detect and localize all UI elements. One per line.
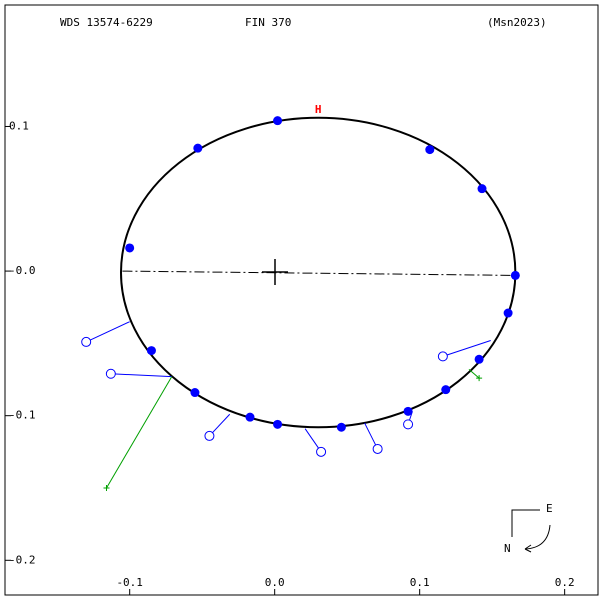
- y-tick-label: -0.1: [9, 409, 36, 422]
- observation: [372, 443, 383, 454]
- predicted-position: [273, 419, 283, 429]
- predicted-position: [245, 412, 255, 422]
- x-tick-label: 0.2: [555, 576, 575, 589]
- residual-line: [442, 340, 491, 357]
- chart-title: WDS 13574-6229: [60, 16, 153, 29]
- predicted-position: [146, 346, 156, 356]
- residual-line: [85, 321, 130, 343]
- observation: [105, 368, 116, 379]
- periastron-label: H: [315, 103, 322, 116]
- residual-line: [468, 369, 480, 379]
- orbit-ellipse: [119, 116, 517, 429]
- observation-alt: [476, 375, 483, 382]
- x-tick-label: 0.1: [410, 576, 430, 589]
- y-tick-label: -0.0: [9, 264, 36, 277]
- observation-alt: [103, 484, 110, 491]
- compass-north: N: [504, 542, 511, 555]
- compass-east: E: [546, 502, 553, 515]
- predicted-position: [273, 116, 283, 126]
- observation: [403, 419, 414, 430]
- compass-axes: [511, 509, 540, 537]
- observation: [437, 351, 448, 362]
- reference: (Msn2023): [487, 16, 547, 29]
- observation: [204, 430, 215, 441]
- compass-arrowhead: [524, 544, 532, 553]
- compass: E N: [504, 502, 553, 555]
- plot-frame: [4, 4, 599, 596]
- compass-arrow: [524, 524, 551, 550]
- predicted-position: [477, 184, 487, 194]
- predicted-position: [403, 406, 413, 416]
- observation: [316, 446, 327, 457]
- predicted-position: [193, 143, 203, 153]
- predicted-position: [510, 270, 520, 280]
- x-tick-label: -0.1: [116, 576, 143, 589]
- chart-subtitle: FIN 370: [245, 16, 291, 29]
- residual-line: [110, 373, 172, 378]
- line-of-nodes: [122, 270, 516, 276]
- predicted-position: [503, 308, 513, 318]
- x-tick-label: 0.0: [265, 576, 285, 589]
- predicted-position: [190, 388, 200, 398]
- predicted-position: [441, 385, 451, 395]
- predicted-position: [474, 354, 484, 364]
- predicted-position: [125, 243, 135, 253]
- predicted-position: [336, 422, 346, 432]
- residual-line: [106, 376, 173, 489]
- predicted-position: [425, 145, 435, 155]
- observation: [81, 336, 92, 347]
- y-tick-label: 0.1: [9, 119, 29, 132]
- y-tick-label: -0.2: [9, 553, 36, 566]
